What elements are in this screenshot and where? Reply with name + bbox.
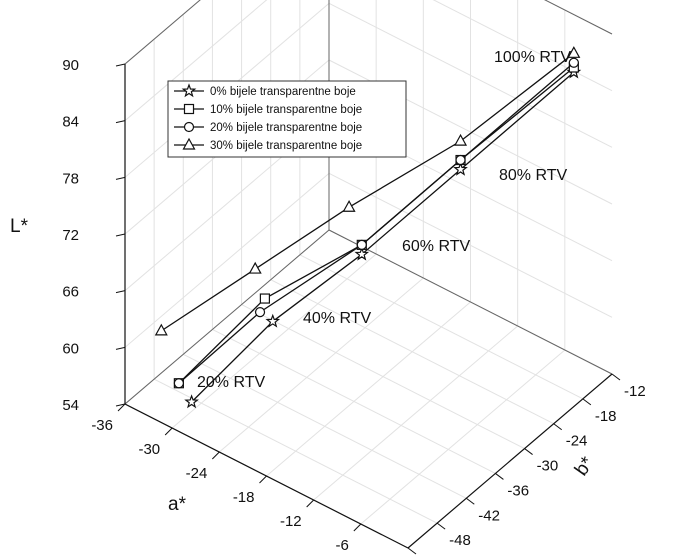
y-tick-label: -42 [478, 507, 500, 524]
x-tick-label: -18 [233, 489, 255, 506]
floor-edge-left [124, 229, 330, 405]
x-tick-label: -24 [186, 465, 208, 482]
data-point [184, 394, 199, 409]
data-point [254, 307, 266, 318]
y-tick-mark [436, 522, 446, 530]
series-group [154, 46, 582, 409]
y-tick-label: -36 [507, 482, 529, 499]
tick-labels: 54606672788490-36-30-24-18-12-6-54-48-42… [62, 57, 645, 558]
top-edge-right [544, 0, 613, 35]
gridline [153, 378, 438, 524]
y-tick-label: -24 [566, 433, 588, 450]
x-tick-mark [211, 451, 220, 460]
legend-label: 20% bijele transparentne boje [210, 122, 362, 134]
x-axis-label: a* [168, 494, 187, 515]
z-tick-mark [115, 120, 126, 124]
legend-marker [181, 83, 197, 98]
gridline [183, 353, 467, 499]
legend-marker [182, 137, 196, 150]
data-point [356, 239, 367, 250]
z-tick-label: 72 [62, 227, 79, 244]
data-point [173, 378, 184, 389]
z-tick-mark [115, 346, 126, 350]
x-tick-mark [259, 475, 267, 484]
data-point [154, 323, 168, 336]
x-tick-label: -36 [91, 417, 113, 434]
x-tick-mark [306, 499, 315, 508]
data-point [568, 57, 579, 68]
gridline [124, 172, 330, 348]
gridline [270, 279, 554, 425]
data-point [354, 246, 370, 261]
z-tick-mark [115, 63, 126, 67]
annotation-80-rtv: 80% RTV [499, 167, 568, 184]
z-tick-mark [115, 176, 126, 180]
legend-marker [183, 103, 195, 115]
gridline [266, 301, 471, 477]
data-point [453, 161, 468, 176]
data-point [455, 154, 466, 166]
legend-label: 0% bijele transparentne boje [210, 86, 356, 98]
y-tick-mark [611, 373, 621, 381]
gridline [124, 0, 268, 122]
series-3 [154, 46, 581, 336]
z-tick-mark [115, 233, 126, 237]
data-point [259, 293, 271, 304]
z-tick-label: 78 [62, 170, 79, 187]
z-tick-label: 90 [62, 57, 79, 74]
z-tick-label: 54 [62, 397, 79, 414]
data-point [248, 261, 262, 274]
y-tick-mark [582, 398, 592, 406]
legend-marker [183, 121, 195, 133]
y-tick-label: -18 [595, 408, 617, 425]
y-tick-mark [465, 497, 475, 505]
legend-box [167, 80, 407, 158]
y-axis-label: b* [571, 453, 599, 480]
x-tick-label: -30 [138, 441, 160, 458]
gridline [360, 349, 566, 525]
y-tick-label: -30 [537, 458, 559, 475]
data-point [567, 46, 581, 58]
x-tick-mark [353, 523, 362, 532]
x-tick-label: -12 [280, 513, 302, 530]
legend: 0% bijele transparentne boje 10% bijele t… [167, 80, 407, 158]
z-tick-label: 84 [62, 114, 79, 131]
z-tick-mark [115, 403, 126, 407]
annotation-20-rtv: 20% RTV [197, 374, 266, 391]
y-tick-mark [524, 448, 533, 455]
z-tick-mark [115, 290, 126, 294]
series-2 [173, 57, 579, 389]
data-point [454, 133, 468, 146]
gridline [313, 325, 518, 501]
gridline [241, 304, 525, 450]
z-tick-label: 66 [62, 284, 79, 301]
y-tick-label: -48 [449, 532, 471, 549]
gridline [171, 253, 377, 429]
data-point [342, 199, 356, 212]
annotation-40-rtv: 40% RTV [303, 310, 372, 327]
legend-label: 10% bijele transparentne boje [210, 104, 362, 116]
x-tick-mark [164, 427, 173, 436]
floor-edge-right [328, 229, 613, 375]
z-tick-label: 60 [62, 340, 79, 357]
y-tick-mark [407, 547, 417, 555]
back-left-pane [125, 0, 329, 404]
y-tick-label: -12 [624, 383, 646, 400]
z-axis-label: L* [10, 216, 29, 237]
legend-label: 30% bijele transparentne boje [210, 140, 362, 152]
y-tick-mark [495, 473, 504, 480]
top-edge-left [124, 0, 201, 65]
annotation-100-rtv: 100% RTV [494, 49, 571, 66]
annotation-60-rtv: 60% RTV [402, 238, 471, 255]
gridline [219, 277, 424, 453]
gridline [299, 254, 584, 400]
x-tick-label: -6 [335, 537, 348, 554]
gridline [212, 328, 496, 474]
y-axis-line [407, 373, 613, 549]
x-tick-mark [117, 403, 126, 412]
data-point [265, 313, 281, 328]
y-tick-mark [553, 423, 563, 431]
